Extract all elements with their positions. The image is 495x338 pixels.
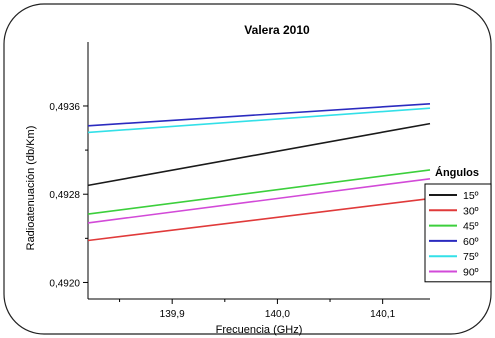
series-line-4 <box>87 103 431 127</box>
y-tick-label: 0,4920 <box>49 278 80 289</box>
series-line-2 <box>87 197 431 242</box>
legend-box <box>424 183 492 283</box>
legend-title: Ángulos <box>435 166 479 179</box>
series-line-5 <box>87 107 431 134</box>
y-axis-label: Radioatenuación (db/Km) <box>25 126 37 251</box>
legend-label-3: 45º <box>463 221 479 233</box>
y-tick-label: 0,4936 <box>49 102 80 113</box>
series-line-3 <box>87 169 431 215</box>
x-tick-label: 140,1 <box>370 309 395 320</box>
legend-label-5: 75º <box>463 251 479 263</box>
series-line-6 <box>87 178 431 224</box>
legend-label-4: 60º <box>463 236 479 248</box>
x-tick-label: 140,0 <box>265 309 290 320</box>
chart-title: Valera 2010 <box>244 23 310 37</box>
x-tick-label: 139,9 <box>160 309 185 320</box>
series-line-1 <box>87 122 431 187</box>
x-axis-label: Frecuencia (GHz) <box>216 324 303 336</box>
y-tick-label: 0,4928 <box>49 190 80 201</box>
rounded-border <box>3 3 492 335</box>
legend-label-2: 30º <box>463 205 479 217</box>
legend-label-6: 90º <box>463 267 479 279</box>
legend-label-1: 15º <box>463 190 479 202</box>
legend: Ángulos 15º 30º 45º 60º 75º 90º <box>424 166 492 283</box>
plot-area: 0,4920 0,4928 0,4936 139,9 140,0 140,1 <box>49 42 431 320</box>
